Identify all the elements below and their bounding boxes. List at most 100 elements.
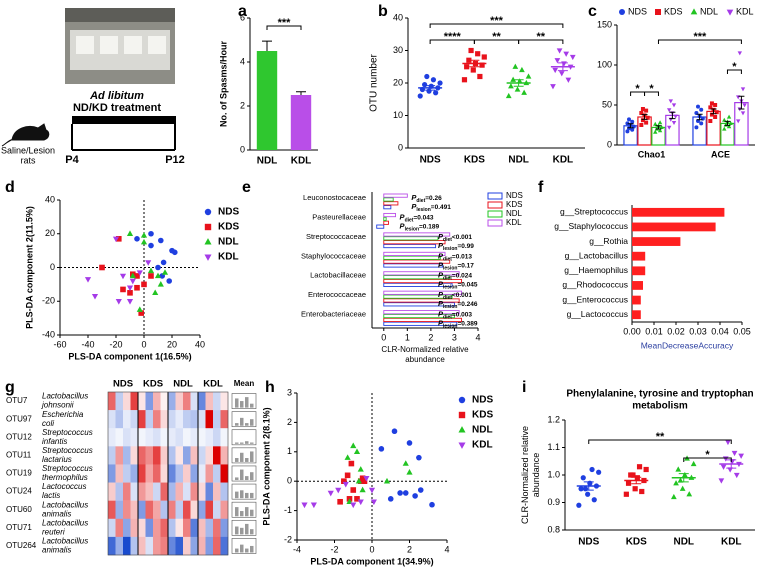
- error-bar: [738, 95, 745, 110]
- significance-bracket: [726, 69, 742, 74]
- row-id: OTU97: [6, 414, 32, 423]
- error-bar: [425, 85, 436, 91]
- y-tick-label: 0.9: [547, 497, 560, 507]
- p-value-annotation: Plesion=0.389: [438, 319, 478, 330]
- point: [148, 273, 154, 279]
- bar: [290, 95, 312, 150]
- legend-marker: [690, 8, 698, 15]
- y-tick-label: 0: [607, 139, 612, 149]
- column-group-label: KDS: [143, 379, 163, 390]
- p-value-annotation: Plesion=0.045: [438, 280, 478, 291]
- point: [636, 464, 643, 470]
- heatmap-cell: [108, 500, 116, 519]
- y-tick-label: 2: [287, 417, 292, 427]
- bar: [383, 220, 389, 225]
- point: [481, 54, 487, 60]
- bar: [383, 282, 453, 287]
- y-tick-label: 40: [45, 194, 55, 204]
- point: [426, 88, 432, 94]
- point: [722, 117, 727, 122]
- point: [378, 446, 385, 452]
- bar: [383, 302, 455, 307]
- point: [148, 230, 154, 237]
- x-tick-label: NDL: [673, 537, 694, 548]
- heatmap-cell: [198, 482, 206, 501]
- p-value-annotation: Pdiet=0.024: [438, 271, 472, 282]
- y-tick-label: 2: [240, 100, 245, 110]
- point: [675, 466, 682, 472]
- point: [387, 496, 394, 502]
- bar: [383, 243, 437, 249]
- point: [402, 460, 409, 466]
- heatmap-cell: [160, 482, 169, 501]
- point: [147, 267, 155, 274]
- heatmap-cell: [153, 482, 161, 501]
- mean-bar: [240, 452, 244, 462]
- heatmap-cell: [145, 446, 154, 465]
- p-value-annotation: Pdiet=0.26: [411, 193, 442, 204]
- legend-label: KDS: [472, 410, 493, 421]
- point: [166, 278, 172, 284]
- heatmap-cell: [145, 500, 154, 519]
- point: [563, 51, 570, 57]
- significance-label: ***: [278, 17, 292, 29]
- point: [679, 485, 686, 491]
- p-value-annotation: Plesion=0.99: [438, 241, 474, 252]
- bar: [383, 212, 397, 218]
- heatmap-cell: [160, 536, 169, 556]
- mean-bar: [235, 526, 239, 535]
- heatmap-cell: [115, 518, 124, 538]
- heatmap-cell: [213, 500, 221, 519]
- point: [363, 476, 370, 482]
- legend-label: KDL: [218, 252, 239, 263]
- x-tick-label: NDS: [578, 537, 599, 548]
- point: [355, 477, 362, 484]
- heatmap-cell: [108, 536, 116, 556]
- point: [134, 273, 140, 279]
- point: [714, 110, 719, 115]
- bar: [383, 236, 439, 241]
- point: [433, 90, 439, 96]
- row-species: coli: [42, 419, 54, 428]
- heatmap-cell: [108, 428, 116, 447]
- x-tick-label: 2: [428, 332, 433, 342]
- x-tick-label: 0: [381, 332, 386, 342]
- x-tick-label: 4: [475, 332, 480, 342]
- point: [461, 77, 468, 83]
- panel-label: h: [265, 379, 275, 396]
- point: [722, 126, 727, 131]
- bar: [383, 313, 455, 319]
- heatmap-cell: [198, 392, 206, 411]
- heatmap-cell: [115, 536, 124, 556]
- panel-label: a: [238, 3, 247, 20]
- significance-label: *: [705, 449, 710, 461]
- heatmap-cell: [213, 410, 221, 429]
- heatmap-cell: [130, 482, 139, 501]
- point: [84, 277, 92, 283]
- point: [119, 273, 127, 280]
- heatmap-cell: [168, 464, 176, 483]
- p-subscript: lesion: [405, 227, 419, 233]
- significance-label: ****: [444, 31, 462, 43]
- bar: [632, 237, 681, 246]
- heatmap-cell: [213, 446, 221, 465]
- bar: [383, 216, 387, 221]
- error-bar: [710, 108, 717, 115]
- point: [337, 498, 343, 505]
- point: [578, 486, 584, 492]
- heatmap-cell: [138, 482, 146, 501]
- legend-label: NDL: [506, 209, 523, 218]
- point: [696, 104, 701, 109]
- mean-bar: [235, 458, 239, 462]
- x-tick-label: 0.04: [711, 326, 729, 336]
- p-value: =0.99: [457, 243, 474, 250]
- bar: [383, 298, 460, 303]
- p-subscript: diet: [443, 257, 452, 263]
- y-axis-label: CLR-Normalized relative: [520, 426, 530, 524]
- point: [630, 119, 635, 124]
- y-tick-label: g__Rothia: [589, 236, 628, 246]
- p-symbol: P: [438, 260, 444, 269]
- significance-label: *: [732, 61, 737, 73]
- y-tick-label: 0: [398, 142, 403, 152]
- x-tick-label: -20: [109, 339, 122, 349]
